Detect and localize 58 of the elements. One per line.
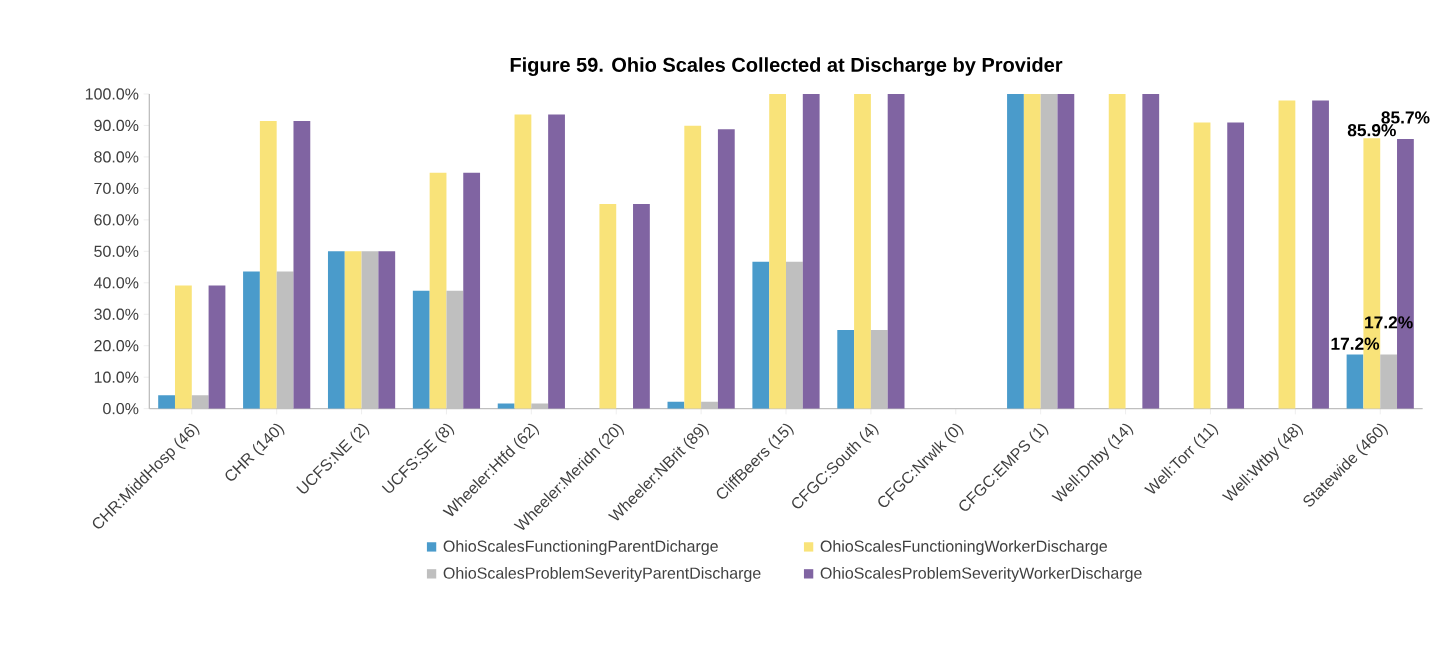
bar — [769, 93, 787, 409]
bar — [684, 125, 702, 409]
y-tick-label: 20.0% — [94, 340, 139, 352]
bar — [429, 172, 447, 409]
y-tick-label: 100.0% — [85, 88, 139, 100]
bar — [1227, 122, 1245, 409]
chart-title: Figure 59. Ohio Scales Collected at Discharge by Provider — [510, 57, 1063, 76]
bar — [463, 172, 481, 409]
bar — [633, 204, 650, 409]
bar — [599, 204, 617, 409]
bar — [1108, 93, 1126, 409]
bar — [854, 93, 871, 409]
bar — [378, 251, 396, 409]
bar — [191, 395, 209, 409]
data-label: 17.2% — [1331, 337, 1380, 350]
bar — [1007, 93, 1024, 409]
y-tick-label: 90.0% — [94, 119, 139, 132]
y-tick-label: 10.0% — [94, 371, 139, 383]
bar — [327, 251, 345, 409]
bar — [1346, 354, 1364, 409]
bar — [548, 114, 565, 409]
bar — [752, 261, 770, 409]
legend-label: OhioScalesFunctioningWorkerDischarge — [820, 540, 1108, 556]
y-tick-label: 60.0% — [94, 214, 139, 226]
bar — [887, 93, 905, 409]
bar — [1142, 93, 1160, 409]
bar — [837, 329, 855, 409]
y-tick-label: 80.0% — [94, 151, 139, 163]
bar — [1023, 93, 1041, 409]
bar — [208, 285, 226, 409]
legend-label: OhioScalesProblemSeverityParentDischarge — [443, 567, 761, 582]
legend-label: OhioScalesProblemSeverityWorkerDischarge — [820, 567, 1142, 582]
bar — [344, 251, 362, 409]
bar — [259, 121, 277, 409]
bar — [293, 121, 311, 409]
bar — [174, 285, 192, 409]
bar — [514, 114, 532, 409]
y-tick-label: 30.0% — [94, 308, 139, 320]
bar — [1040, 93, 1058, 409]
bar — [276, 271, 294, 409]
bar — [1278, 100, 1296, 409]
bar — [1193, 122, 1211, 409]
y-tick-label: 40.0% — [93, 277, 139, 289]
data-label: 17.2% — [1365, 316, 1413, 329]
bar — [158, 395, 175, 409]
y-tick-label: 70.0% — [94, 182, 139, 195]
bar — [717, 129, 735, 409]
bar — [802, 93, 820, 409]
data-label: 85.9% — [1347, 124, 1396, 137]
data-label: 85.7% — [1381, 111, 1430, 124]
bar — [1057, 93, 1075, 409]
y-tick-label: 0.0% — [103, 402, 139, 415]
legend-label: OhioScalesFunctioningParentDicharge — [443, 540, 718, 556]
bar — [361, 251, 379, 409]
bar — [1312, 100, 1329, 409]
bar — [243, 271, 260, 409]
y-tick-label: 50.0% — [94, 245, 139, 257]
bar — [412, 290, 430, 409]
